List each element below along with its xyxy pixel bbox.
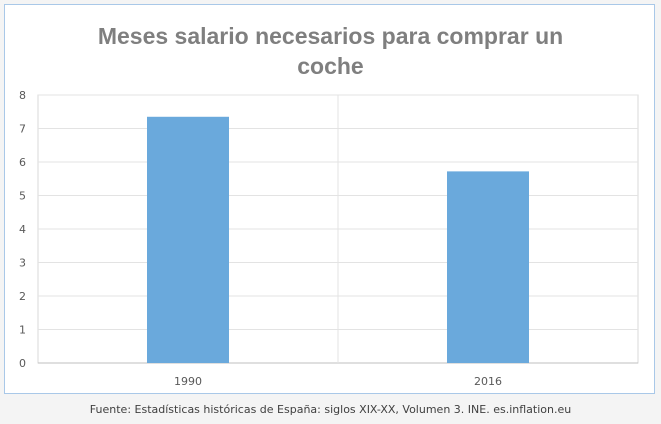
y-tick-label: 8 [19,89,26,102]
y-tick-label: 3 [19,257,26,270]
y-tick-label: 5 [19,190,26,203]
bar-2016 [447,171,529,363]
y-tick-label: 4 [19,223,26,236]
y-tick-label: 6 [19,156,26,169]
y-tick-label: 0 [19,357,26,370]
bar-1990 [147,116,229,364]
y-tick-label: 1 [19,324,26,337]
chart-plot-area: 0 1 2 3 4 5 6 7 8 1990 2016 [19,89,639,388]
chart-frame: Meses salario necesarios para comprar un… [4,4,655,394]
chart-title: Meses salario necesarios para comprar un… [97,23,564,79]
x-tick-label: 1990 [174,375,202,388]
y-tick-label: 2 [19,290,26,303]
y-tick-label: 7 [19,123,26,136]
x-tick-label: 2016 [474,375,502,388]
chart-source-caption: Fuente: Estadísticas históricas de Españ… [89,403,572,416]
